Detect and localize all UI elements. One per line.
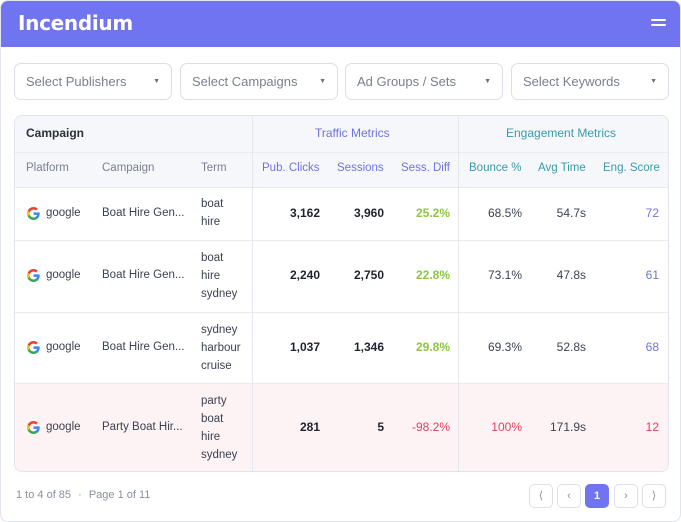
col-header-platform[interactable]: Platform [26, 162, 69, 174]
ad-groups-select-label: Ad Groups / Sets [357, 74, 456, 89]
avg-time-cell: 47.8s [556, 268, 586, 282]
group-header-engagement: Engagement Metrics [506, 126, 617, 140]
google-logo-icon [27, 421, 40, 434]
eng-score-cell: 61 [645, 268, 659, 282]
avg-time-cell: 54.7s [556, 206, 586, 220]
sess-diff-cell: -98.2% [411, 420, 450, 434]
col-header-pub-clicks[interactable]: Pub. Clicks [262, 162, 320, 174]
sess-diff-cell: 29.8% [415, 340, 450, 354]
last-page-button[interactable]: ⟩ [642, 484, 666, 508]
pub-clicks-cell: 281 [299, 420, 320, 434]
bounce-cell: 69.3% [487, 340, 522, 354]
caret-down-icon: ▼ [484, 78, 491, 85]
google-logo-icon [27, 207, 40, 220]
sessions-cell: 3,960 [353, 206, 384, 220]
google-logo-icon [27, 269, 40, 282]
group-header-campaign: Campaign [26, 126, 85, 140]
sess-diff-cell: 25.2% [415, 206, 450, 220]
top-bar: Incendium [1, 1, 680, 47]
term-cell: sydney harbour cruise [201, 324, 241, 372]
caret-down-icon: ▼ [319, 78, 326, 85]
eng-score-cell: 72 [645, 206, 659, 220]
group-header-traffic: Traffic Metrics [315, 126, 390, 140]
col-header-eng-score[interactable]: Eng. Score [603, 162, 660, 174]
col-header-campaign[interactable]: Campaign [102, 162, 155, 174]
pagination-summary: 1 to 4 of 85 · Page 1 of 11 [16, 489, 151, 501]
app-logo: Incendium [18, 11, 133, 35]
avg-time-cell: 171.9s [549, 420, 586, 434]
table-header [15, 116, 668, 187]
ad-groups-select[interactable]: Ad Groups / Sets ▼ [345, 63, 503, 100]
first-page-button[interactable]: ⟨ [529, 484, 553, 508]
col-header-bounce[interactable]: Bounce % [469, 162, 522, 174]
metrics-table: Campaign Traffic Metrics Engagement Metr… [14, 115, 669, 472]
bounce-cell: 100% [491, 420, 522, 434]
sessions-cell: 5 [377, 420, 384, 434]
sessions-cell: 1,346 [353, 340, 384, 354]
sessions-cell: 2,750 [353, 268, 384, 282]
platform-cell: google [46, 207, 81, 219]
bounce-cell: 68.5% [487, 206, 522, 220]
sess-diff-cell: 22.8% [415, 268, 450, 282]
term-cell: boat hire [201, 198, 224, 228]
eng-score-cell: 68 [645, 340, 659, 354]
publishers-select-label: Select Publishers [26, 74, 127, 89]
alert-row-bg [15, 383, 668, 471]
term-cell: party boat hire sydney [201, 395, 238, 461]
platform-cell: google [46, 421, 81, 433]
hamburger-menu-icon[interactable] [651, 17, 666, 28]
eng-score-cell: 12 [645, 420, 659, 434]
pub-clicks-cell: 3,162 [289, 206, 320, 220]
publishers-select[interactable]: Select Publishers ▼ [14, 63, 172, 100]
keywords-select[interactable]: Select Keywords ▼ [511, 63, 669, 100]
google-logo-icon [27, 341, 40, 354]
col-header-sessions[interactable]: Sessions [337, 162, 384, 174]
next-page-button[interactable]: › [614, 484, 638, 508]
col-header-term[interactable]: Term [201, 162, 227, 174]
pub-clicks-cell: 2,240 [289, 268, 320, 282]
bounce-cell: 73.1% [487, 268, 522, 282]
platform-cell: google [46, 341, 81, 353]
caret-down-icon: ▼ [153, 78, 160, 85]
page-1-button[interactable]: 1 [585, 484, 609, 508]
campaigns-select[interactable]: Select Campaigns ▼ [180, 63, 338, 100]
campaign-cell: Party Boat Hir... [102, 421, 183, 433]
col-header-sess-diff[interactable]: Sess. Diff [401, 162, 450, 174]
pub-clicks-cell: 1,037 [289, 340, 320, 354]
campaign-cell: Boat Hire Gen... [102, 207, 185, 219]
col-header-avg-time[interactable]: Avg Time [538, 162, 586, 174]
avg-time-cell: 52.8s [556, 340, 586, 354]
caret-down-icon: ▼ [650, 78, 657, 85]
campaign-cell: Boat Hire Gen... [102, 341, 185, 353]
campaign-cell: Boat Hire Gen... [102, 269, 185, 281]
term-cell: boat hire sydney [201, 252, 238, 300]
platform-cell: google [46, 269, 81, 281]
keywords-select-label: Select Keywords [523, 74, 620, 89]
prev-page-button[interactable]: ‹ [557, 484, 581, 508]
campaigns-select-label: Select Campaigns [192, 74, 298, 89]
